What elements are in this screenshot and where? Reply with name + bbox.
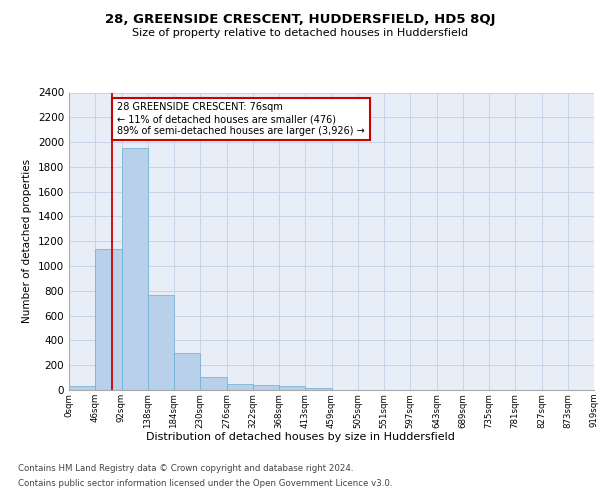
Y-axis label: Number of detached properties: Number of detached properties — [22, 159, 32, 324]
Bar — [279, 386, 305, 390]
Bar — [95, 248, 121, 390]
Text: Contains public sector information licensed under the Open Government Licence v3: Contains public sector information licen… — [18, 479, 392, 488]
Text: 28 GREENSIDE CRESCENT: 76sqm
← 11% of detached houses are smaller (476)
89% of s: 28 GREENSIDE CRESCENT: 76sqm ← 11% of de… — [117, 102, 365, 136]
Bar — [174, 353, 200, 390]
Bar — [200, 377, 227, 390]
Bar — [69, 386, 95, 390]
Text: 28, GREENSIDE CRESCENT, HUDDERSFIELD, HD5 8QJ: 28, GREENSIDE CRESCENT, HUDDERSFIELD, HD… — [105, 12, 495, 26]
Bar — [305, 388, 331, 390]
Bar — [148, 294, 174, 390]
Bar — [227, 384, 253, 390]
Bar — [253, 385, 279, 390]
Bar — [121, 148, 148, 390]
Text: Contains HM Land Registry data © Crown copyright and database right 2024.: Contains HM Land Registry data © Crown c… — [18, 464, 353, 473]
Text: Size of property relative to detached houses in Huddersfield: Size of property relative to detached ho… — [132, 28, 468, 38]
Text: Distribution of detached houses by size in Huddersfield: Distribution of detached houses by size … — [146, 432, 454, 442]
